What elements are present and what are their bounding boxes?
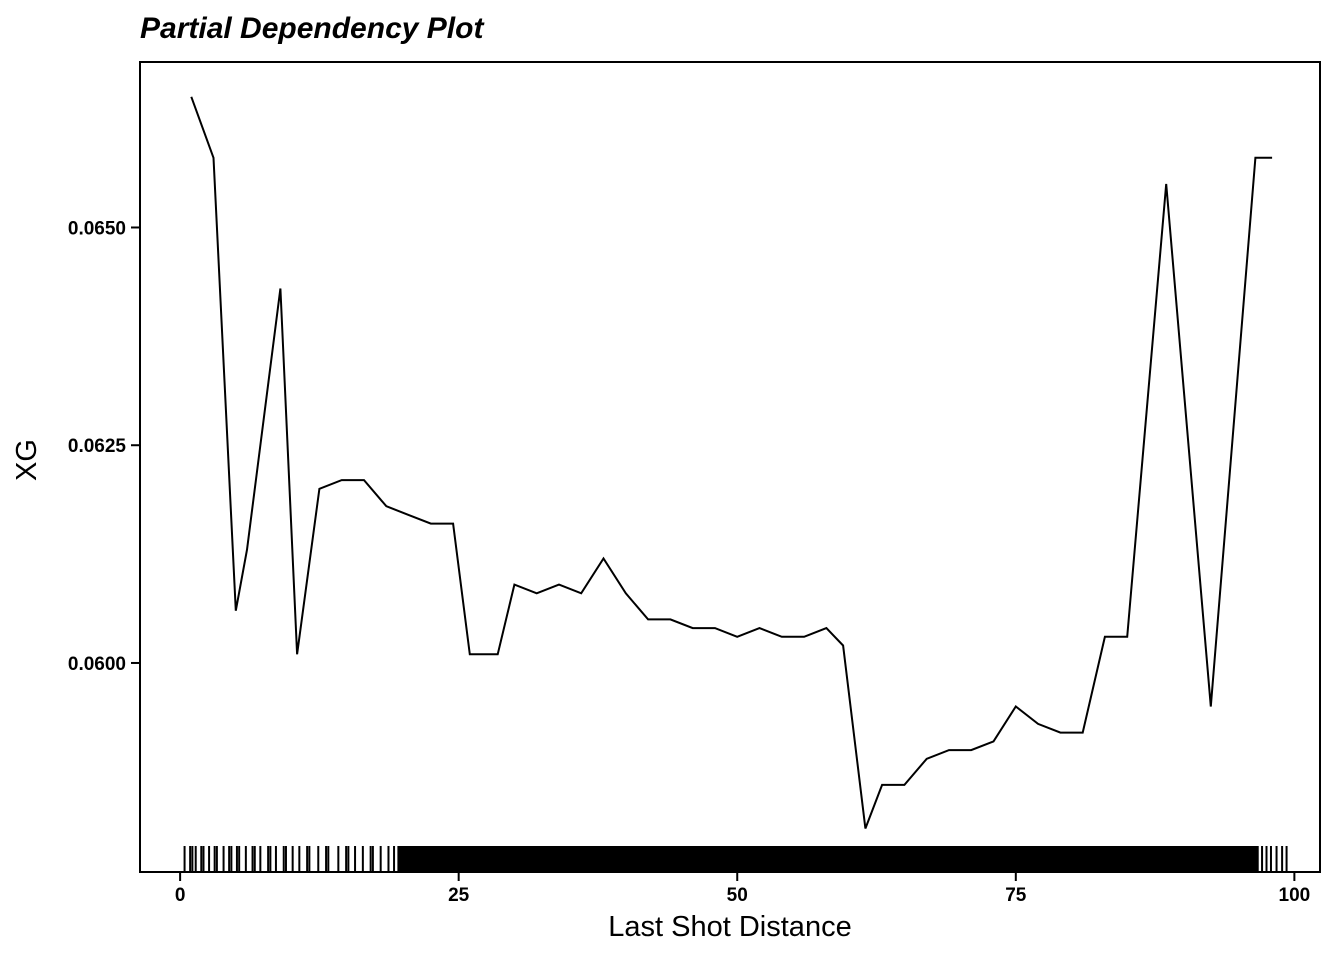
plot-border (139, 61, 1321, 873)
y-tick-label: 0.0650 (68, 218, 126, 239)
y-axis: 0.0600 0.0625 0.0650 (68, 218, 140, 675)
y-tick-label: 0.0600 (68, 654, 126, 675)
y-tick-label: 0.0625 (68, 436, 127, 457)
chart-title: Partial Dependency Plot (140, 12, 485, 45)
x-tick-label: 0 (175, 885, 186, 906)
x-tick-label: 50 (727, 885, 748, 906)
x-tick-label: 25 (448, 885, 470, 906)
plot-area: 0 25 50 75 100 0.0600 0.0625 0.0650 (68, 61, 1321, 906)
x-axis: 0 25 50 75 100 (175, 872, 1310, 906)
rug (183, 846, 1288, 871)
x-tick-label: 75 (1005, 885, 1027, 906)
series-line (190, 96, 1273, 829)
rug-band (397, 846, 1259, 871)
y-axis-label: XG (11, 439, 43, 481)
x-axis-label: Last Shot Distance (608, 911, 851, 943)
x-tick-label: 100 (1279, 885, 1311, 906)
